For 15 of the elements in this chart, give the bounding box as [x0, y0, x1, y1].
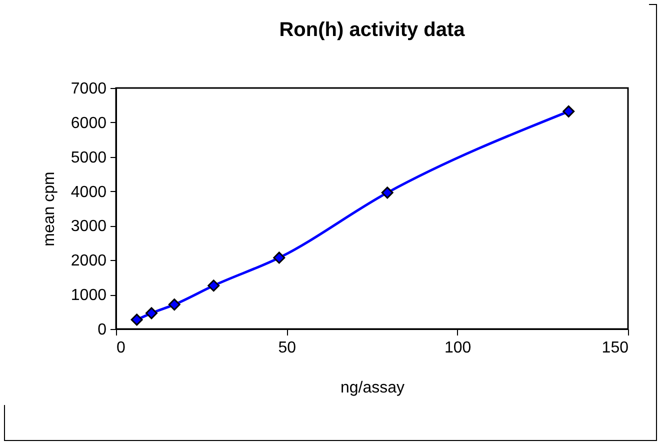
y-tick-label: 3000 — [70, 218, 107, 236]
y-tick-label: 4000 — [70, 184, 107, 201]
chart-title: Ron(h) activity data — [279, 19, 466, 41]
y-axis-title: mean cpm — [40, 172, 58, 246]
y-tick-label: 2000 — [70, 252, 107, 270]
y-tick-label: 5000 — [70, 149, 107, 166]
x-axis-title: ng/assay — [340, 380, 405, 396]
y-tick-label: 0 — [98, 322, 107, 338]
x-tick-label: 100 — [444, 340, 472, 356]
y-tick-label: 1000 — [70, 287, 107, 304]
x-tick-label: 150 — [602, 340, 629, 356]
x-tick-label: 50 — [278, 340, 296, 356]
x-tick-label: 0 — [116, 340, 126, 356]
y-tick-label: 6000 — [70, 114, 107, 132]
y-tick-label: 7000 — [70, 80, 107, 98]
